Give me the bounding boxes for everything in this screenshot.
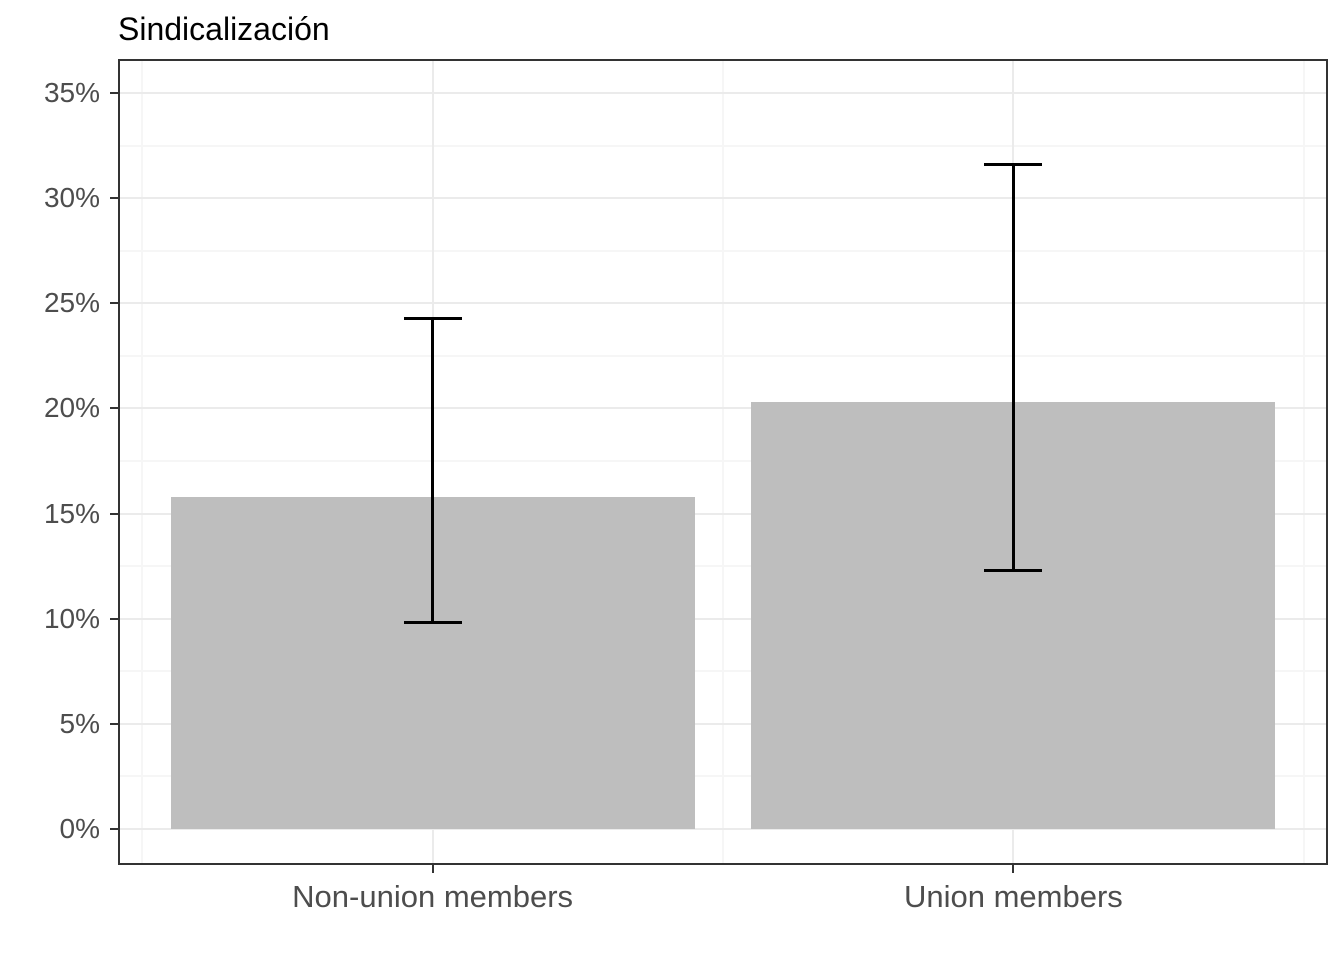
plot-panel	[118, 59, 1328, 865]
gridline-major-horizontal	[118, 302, 1328, 305]
y-axis-tick-label: 15%	[43, 497, 100, 529]
x-axis-tick-label: Non-union members	[292, 879, 574, 914]
errorbar-cap-bottom-1	[403, 621, 462, 625]
errorbar-line-2	[1011, 164, 1015, 571]
gridline-major-horizontal	[118, 722, 1328, 725]
x-axis-tick	[431, 865, 434, 873]
y-axis-tick-label: 0%	[59, 813, 100, 845]
y-axis-tick	[110, 512, 118, 515]
gridline-major-horizontal	[118, 197, 1328, 200]
y-axis-tick-label: 10%	[43, 602, 100, 634]
x-axis-tick	[1012, 865, 1015, 873]
errorbar-cap-top-1	[403, 316, 462, 320]
errorbar-cap-bottom-2	[984, 568, 1043, 572]
gridline-major-horizontal	[118, 407, 1328, 410]
y-axis-tick-label: 25%	[43, 287, 100, 319]
gridline-major-horizontal	[118, 512, 1328, 515]
y-axis-tick	[110, 92, 118, 95]
gridline-major-horizontal	[118, 92, 1328, 95]
y-axis-tick	[110, 722, 118, 725]
errorbar-line-1	[431, 318, 435, 623]
y-axis-tick	[110, 617, 118, 620]
x-axis-tick-label: Union members	[903, 879, 1123, 914]
gridline-minor-vertical	[722, 59, 724, 865]
y-axis-tick	[110, 828, 118, 831]
y-axis-tick	[110, 407, 118, 410]
y-axis-tick-label: 30%	[43, 182, 100, 214]
y-axis-tick-label: 5%	[59, 707, 100, 739]
y-axis-tick-label: 35%	[43, 77, 100, 109]
gridline-minor-vertical	[141, 59, 144, 865]
gridline-major-horizontal	[118, 617, 1328, 620]
gridline-minor-vertical	[1302, 59, 1305, 865]
chart-title: Sindicalización	[118, 11, 330, 47]
gridline-major-horizontal	[118, 828, 1328, 831]
y-axis-tick-label: 20%	[43, 392, 100, 424]
y-axis-tick	[110, 197, 118, 200]
y-axis-tick	[110, 302, 118, 305]
errorbar-cap-top-2	[984, 163, 1043, 167]
